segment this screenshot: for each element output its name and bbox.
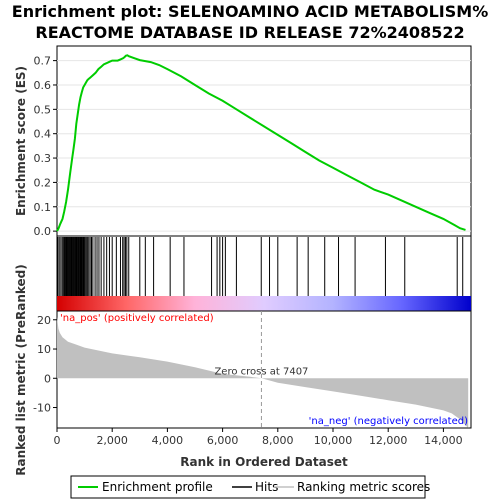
hits-panel [56, 235, 472, 312]
x-tick-label: 12,000 [369, 434, 408, 447]
ranking-metric-area [57, 316, 469, 428]
x-tick-label: 8,000 [262, 434, 294, 447]
legend-metric-label: Ranking metric scores [297, 480, 430, 494]
negative-correlation-label: 'na_neg' (negatively correlated) [309, 416, 468, 427]
legend-hits-label: Hits [255, 480, 278, 494]
x-tick-label: 6,000 [207, 434, 239, 447]
metric-ytick-label: 0 [44, 372, 51, 385]
legend-enrichment-label: Enrichment profile [102, 480, 213, 494]
enrichment-profile-line [56, 54, 466, 232]
legend: Enrichment profile Hits Ranking metric s… [70, 475, 430, 499]
es-ylabel: Enrichment score (ES) [14, 66, 28, 216]
metric-ytick-label: 10 [37, 343, 51, 356]
metric-ylabel: Ranked list metric (PreRanked) [14, 264, 28, 476]
zero-cross-label: Zero cross at 7407 [214, 366, 308, 377]
x-tick-label: 4,000 [152, 434, 184, 447]
chart-title-line-1: Enrichment plot: SELENOAMINO ACID METABO… [12, 2, 488, 21]
es-ytick-label: 0.3 [34, 152, 52, 165]
es-ytick-label: 0.2 [34, 176, 52, 189]
es-ytick-label: 0.5 [34, 103, 52, 116]
x-tick-label: 2,000 [96, 434, 128, 447]
metric-ytick-label: -10 [33, 402, 51, 415]
x-tick-label: 10,000 [314, 434, 353, 447]
rank-gradient-bar [57, 296, 471, 311]
es-panel-frame [56, 45, 472, 237]
chart-title-line-2: REACTOME DATABASE ID RELEASE 72%2408522 [35, 23, 464, 42]
x-axis-label: Rank in Ordered Dataset [180, 455, 348, 469]
positive-correlation-label: 'na_pos' (positively correlated) [60, 313, 214, 324]
es-ytick-label: 0.7 [34, 55, 52, 68]
metric-panel: 20 10 0 -10 Zero cross at 7407 'na_pos' (po… [14, 264, 472, 476]
metric-ytick-label: 20 [37, 314, 51, 327]
es-panel: 0.0 0.1 0.2 0.3 0.4 0.5 0.6 0.7 Enrichment scor… [14, 45, 472, 238]
es-ytick-label: 0.1 [34, 201, 52, 214]
es-ytick-label: 0.6 [34, 79, 52, 92]
x-axis: 0 2,000 4,000 6,000 8,000 10,000 12,000 14,000 [54, 428, 463, 447]
x-tick-label: 0 [54, 434, 61, 447]
es-ytick-label: 0.4 [34, 128, 52, 141]
es-ytick-label: 0.0 [34, 225, 52, 238]
x-tick-label: 14,000 [424, 434, 463, 447]
